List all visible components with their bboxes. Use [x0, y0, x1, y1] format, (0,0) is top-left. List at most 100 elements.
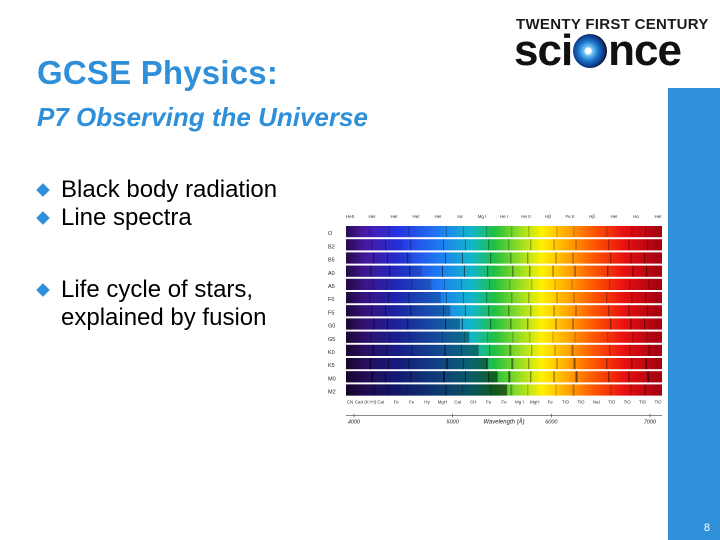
spectrum-top-line-label: Hε	[457, 214, 462, 219]
absorption-line	[461, 318, 463, 330]
absorption-line	[464, 239, 466, 251]
twenty-first-century-science-logo: TWENTY FIRST CENTURY sci nce	[512, 14, 708, 75]
absorption-line	[554, 278, 556, 290]
spectrum-band-shade	[346, 252, 413, 264]
absorption-line	[645, 358, 648, 370]
absorption-line	[573, 358, 576, 370]
spectrum-band	[346, 239, 662, 251]
spectrum-bottom-line-label: Fe	[548, 400, 554, 405]
spectrum-band-shade	[346, 278, 432, 290]
absorption-line	[528, 358, 530, 370]
absorption-line	[575, 305, 577, 317]
absorption-line	[407, 318, 409, 330]
absorption-line	[575, 371, 578, 383]
stellar-spectra-image: HeII HeI HeI HeI HeI Hε Mg I He I He II Hβ Fe II Hβ…	[326, 206, 666, 462]
spectrum-bottom-line-label: TiO	[654, 400, 662, 405]
absorption-line	[385, 239, 387, 251]
spectral-class-label: F0	[328, 297, 334, 303]
absorption-line	[488, 239, 490, 251]
bullet-diamond-icon	[36, 283, 50, 297]
absorption-line	[409, 331, 411, 343]
spectrum-band-shade	[346, 265, 422, 277]
absorption-line	[644, 384, 647, 396]
absorption-line	[512, 265, 514, 277]
absorption-line	[606, 358, 608, 370]
absorption-line	[645, 292, 647, 304]
spectrum-band	[346, 305, 662, 317]
absorption-line	[508, 305, 510, 317]
absorption-line	[530, 305, 532, 317]
absorption-line	[555, 318, 557, 330]
absorption-line	[511, 226, 513, 238]
absorption-line	[508, 371, 511, 383]
absorption-line	[486, 358, 488, 370]
spectrum-bottom-line-label: NaI	[593, 400, 600, 405]
absorption-line	[486, 226, 488, 238]
absorption-line	[445, 358, 448, 370]
absorption-line	[388, 292, 390, 304]
spectral-class-label: K0	[328, 350, 335, 356]
absorption-line	[408, 292, 410, 304]
absorption-line	[572, 318, 574, 330]
spectrum-band	[346, 265, 662, 277]
absorption-line	[573, 292, 575, 304]
spectrum-band-shade	[346, 384, 508, 396]
absorption-line	[490, 318, 492, 330]
absorption-line	[553, 239, 555, 251]
absorption-line	[488, 305, 490, 317]
absorption-line	[607, 331, 609, 343]
absorption-line	[510, 318, 512, 330]
spectrum-bottom-line-label: CaI	[377, 400, 384, 405]
bullet-diamond-icon	[36, 211, 50, 225]
absorption-line	[372, 344, 375, 356]
spectrum-top-line-label: HeI	[390, 214, 397, 219]
absorption-line	[389, 331, 391, 343]
absorption-line	[648, 278, 650, 290]
spectrum-band-shade	[346, 358, 489, 370]
absorption-line	[645, 226, 647, 238]
galaxy-icon	[573, 34, 608, 68]
absorption-line	[373, 384, 376, 396]
absorption-line	[644, 318, 646, 330]
absorption-line	[608, 239, 610, 251]
absorption-line	[385, 305, 387, 317]
absorption-line	[386, 344, 388, 356]
absorption-line	[610, 384, 612, 396]
absorption-line	[646, 331, 648, 343]
spectral-class-label: B5	[328, 258, 335, 264]
absorption-line	[631, 226, 633, 238]
absorption-line	[444, 252, 446, 264]
spectrum-top-line-label: HeI	[412, 214, 419, 219]
absorption-line	[628, 239, 630, 251]
absorption-line	[444, 318, 446, 330]
spectrum-bottom-line-label: CH	[470, 400, 477, 405]
spectrum-bottom-line-label: Mg I	[515, 400, 524, 405]
absorption-line	[609, 344, 611, 356]
wavelength-tick-label: 4000	[348, 420, 361, 426]
absorption-line	[408, 226, 410, 238]
absorption-line	[407, 252, 409, 264]
absorption-line	[607, 265, 609, 277]
absorption-line	[610, 318, 612, 330]
spectrum-top-line-label: HeI	[434, 214, 441, 219]
absorption-line	[529, 331, 531, 343]
spectrum-band-shade	[346, 239, 403, 251]
absorption-line	[632, 331, 634, 343]
absorption-line	[528, 226, 530, 238]
spectrum-band-shade	[346, 331, 470, 343]
absorption-line	[574, 265, 576, 277]
spectrum-band	[346, 358, 662, 370]
absorption-line	[530, 371, 532, 383]
absorption-line	[487, 331, 489, 343]
spectrum-top-line-label: Hα	[633, 214, 639, 219]
absorption-line	[647, 371, 650, 383]
absorption-line	[608, 371, 610, 383]
wavelength-axis-label: Wavelength (Å)	[483, 419, 524, 426]
accent-side-bar: 8	[668, 88, 720, 540]
absorption-line	[555, 384, 557, 396]
spectral-class-label: G0	[328, 324, 335, 330]
spectral-class-label: A5	[328, 284, 335, 290]
absorption-line	[411, 278, 413, 290]
absorption-line	[373, 318, 375, 330]
spectrum-band	[346, 278, 662, 290]
